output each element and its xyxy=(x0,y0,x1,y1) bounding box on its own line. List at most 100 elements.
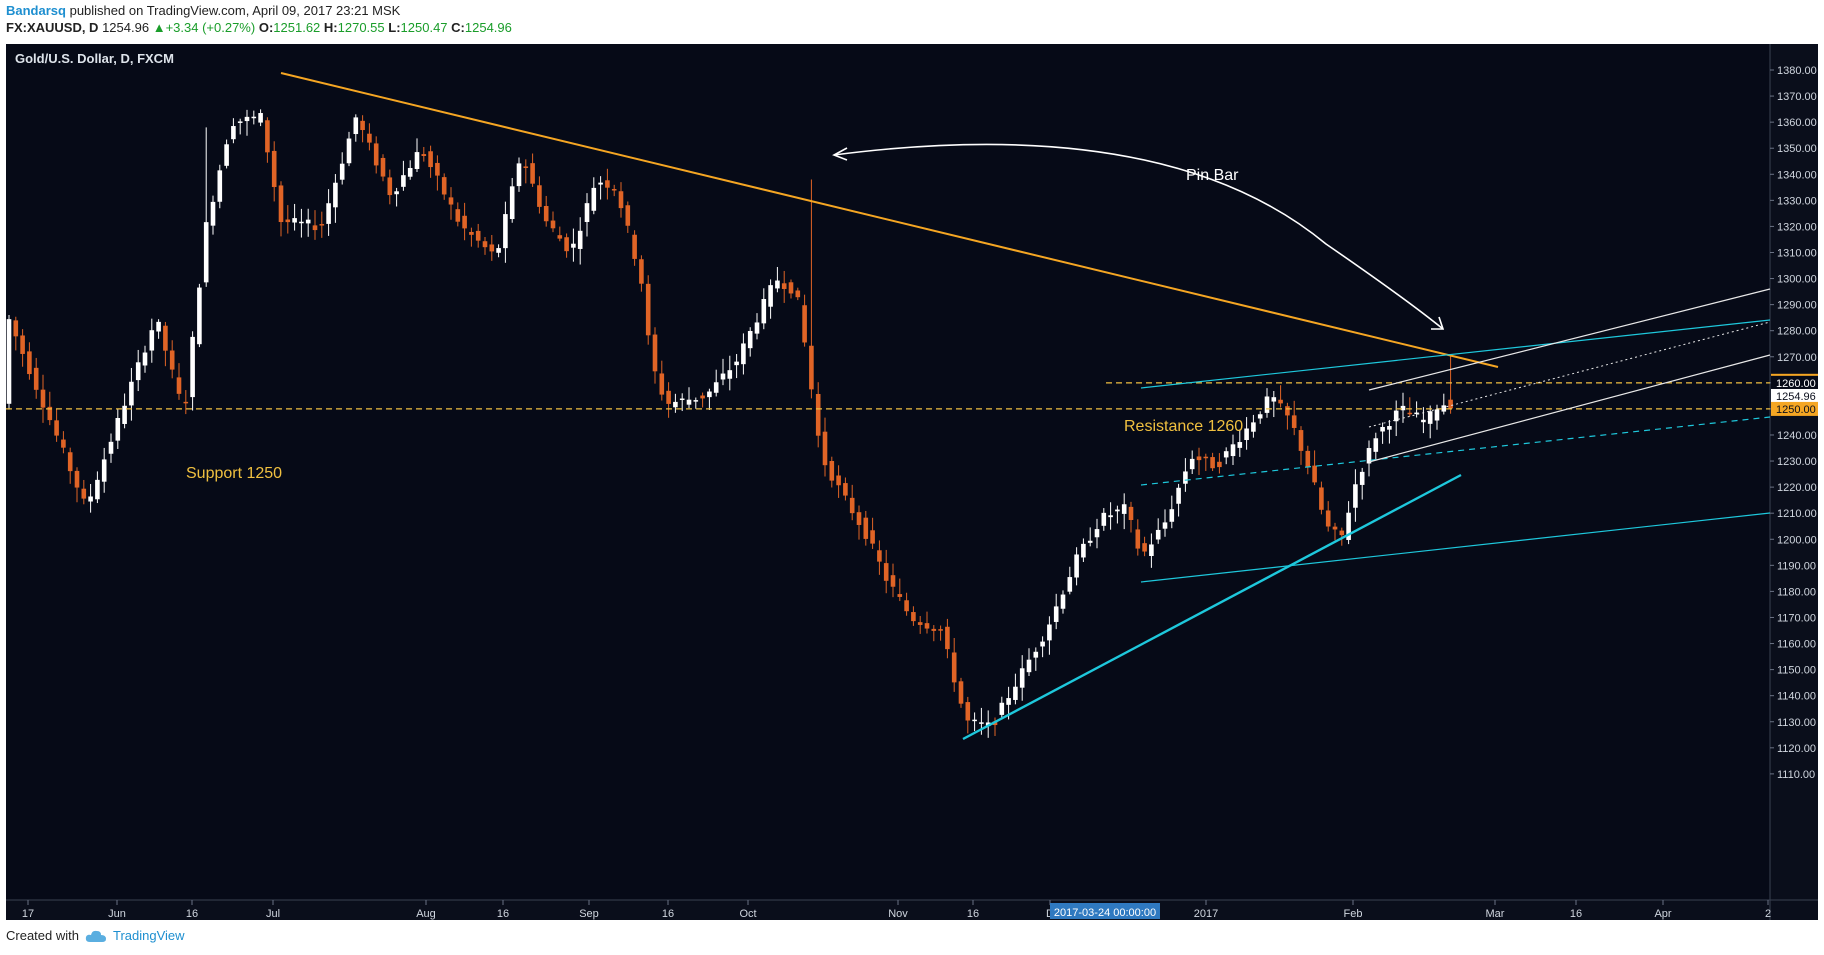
candle xyxy=(1183,458,1188,492)
candle xyxy=(849,484,855,521)
candle xyxy=(13,316,19,351)
candle xyxy=(686,387,692,409)
candle-body xyxy=(1251,422,1256,432)
candle-body xyxy=(951,652,957,683)
wedge-upper-line[interactable] xyxy=(1368,288,1771,391)
uptrend-line[interactable] xyxy=(962,473,1462,741)
candle-body xyxy=(156,321,161,332)
candle xyxy=(394,187,399,207)
candle-body xyxy=(1332,526,1338,530)
candle xyxy=(754,313,760,340)
y-tick-label: 1140.00 xyxy=(1777,691,1816,703)
candle-body xyxy=(890,575,896,587)
candle xyxy=(380,154,386,182)
up-arrow-icon: ▲ xyxy=(152,20,166,35)
crosshair-date-box xyxy=(1050,903,1160,919)
candle-body xyxy=(1373,438,1379,452)
crosshair-date-badge: 2017-03-24 00:00:00 xyxy=(1050,903,1160,919)
candle-body xyxy=(550,220,556,229)
candle-body xyxy=(1074,554,1079,578)
candle-body xyxy=(700,395,705,399)
candle-body xyxy=(972,719,977,722)
downtrend-line[interactable] xyxy=(280,72,1499,368)
candle-body xyxy=(101,459,107,482)
pin-bar-arrow[interactable] xyxy=(833,143,1444,330)
candle-body xyxy=(584,203,590,222)
candle-body xyxy=(1339,530,1345,536)
channel-lower-line[interactable] xyxy=(1140,512,1771,583)
candle-body xyxy=(197,287,202,345)
x-tick-label: Nov xyxy=(888,908,908,920)
time-axis[interactable]: 17Jun16JulAug16Sep16OctNov16D2017FebMar1… xyxy=(22,900,1771,920)
tradingview-link[interactable]: TradingView xyxy=(112,928,185,943)
candle xyxy=(775,266,780,293)
chart-container[interactable]: Gold/U.S. Dollar, D, FXCM 1380.00 1370.00… xyxy=(6,44,1818,920)
candle xyxy=(1033,647,1039,671)
candle-body xyxy=(1223,451,1229,458)
candle xyxy=(285,205,291,234)
y-tick-label: 1110.00 xyxy=(1777,769,1815,781)
candle xyxy=(945,618,950,659)
plot-area[interactable] xyxy=(6,44,1770,900)
candle-body xyxy=(183,401,189,404)
author-link[interactable]: Bandarsq xyxy=(6,3,66,18)
candle-body xyxy=(985,722,991,727)
price-axis[interactable]: 1380.00 1370.00 1360.00 1350.00 1340.00 1330.… xyxy=(1770,65,1818,781)
candle-body xyxy=(115,417,121,441)
price-badge: 1250.00 xyxy=(1771,401,1818,416)
candle-body xyxy=(1271,397,1277,402)
candle xyxy=(67,447,73,484)
candle xyxy=(870,517,875,549)
candle-body xyxy=(1448,399,1453,409)
candle-body xyxy=(333,182,338,208)
price-change: +3.34 (+0.27%) xyxy=(165,20,256,35)
candle xyxy=(292,203,297,231)
candle-body xyxy=(999,702,1005,715)
candle-body xyxy=(401,175,406,187)
candle xyxy=(1217,453,1222,474)
candle xyxy=(496,244,501,258)
candle xyxy=(54,408,59,442)
candle xyxy=(27,342,32,380)
candle-body xyxy=(1244,428,1249,441)
candle xyxy=(156,319,161,339)
x-tick-label: 16 xyxy=(1570,908,1582,920)
candle xyxy=(33,357,39,399)
price-badge-label: 1254.96 xyxy=(1776,391,1816,403)
candle xyxy=(645,275,651,345)
x-tick-label: Jun xyxy=(108,908,126,920)
candle-body xyxy=(1285,406,1290,416)
publish-line: Bandarsq published on TradingView.com, A… xyxy=(6,2,512,19)
candle-body xyxy=(1264,396,1270,413)
candle xyxy=(387,169,393,205)
price-badge: 1254.96 xyxy=(1771,388,1818,403)
candle-body xyxy=(1414,412,1419,415)
candle xyxy=(1196,447,1202,476)
candle-body xyxy=(666,390,671,404)
candle-body xyxy=(421,154,427,156)
candle xyxy=(1108,502,1113,530)
candle xyxy=(822,417,828,477)
candle-body xyxy=(462,215,467,229)
wedge-mid-line[interactable] xyxy=(1368,321,1771,428)
price-chart[interactable]: Gold/U.S. Dollar, D, FXCM 1380.00 1370.00… xyxy=(6,44,1818,920)
arrow-head-left-icon xyxy=(832,147,848,161)
candle xyxy=(197,283,202,348)
channel-upper-line[interactable] xyxy=(1140,319,1771,389)
candle xyxy=(809,179,814,399)
candle xyxy=(333,174,338,223)
candle-body xyxy=(61,439,66,448)
candle-body xyxy=(1189,458,1195,470)
candle-body xyxy=(625,205,631,226)
y-tick-label: 1310.00 xyxy=(1777,247,1817,259)
candle xyxy=(720,358,726,386)
candle xyxy=(122,393,127,429)
tradingview-cloud-icon xyxy=(85,930,106,942)
candle xyxy=(1115,505,1120,524)
candle-body xyxy=(299,221,304,224)
wedge-lower-line[interactable] xyxy=(1368,354,1771,463)
candle xyxy=(843,477,848,501)
candle-body xyxy=(265,120,270,153)
candle-body xyxy=(1094,529,1100,538)
candle xyxy=(217,164,223,209)
